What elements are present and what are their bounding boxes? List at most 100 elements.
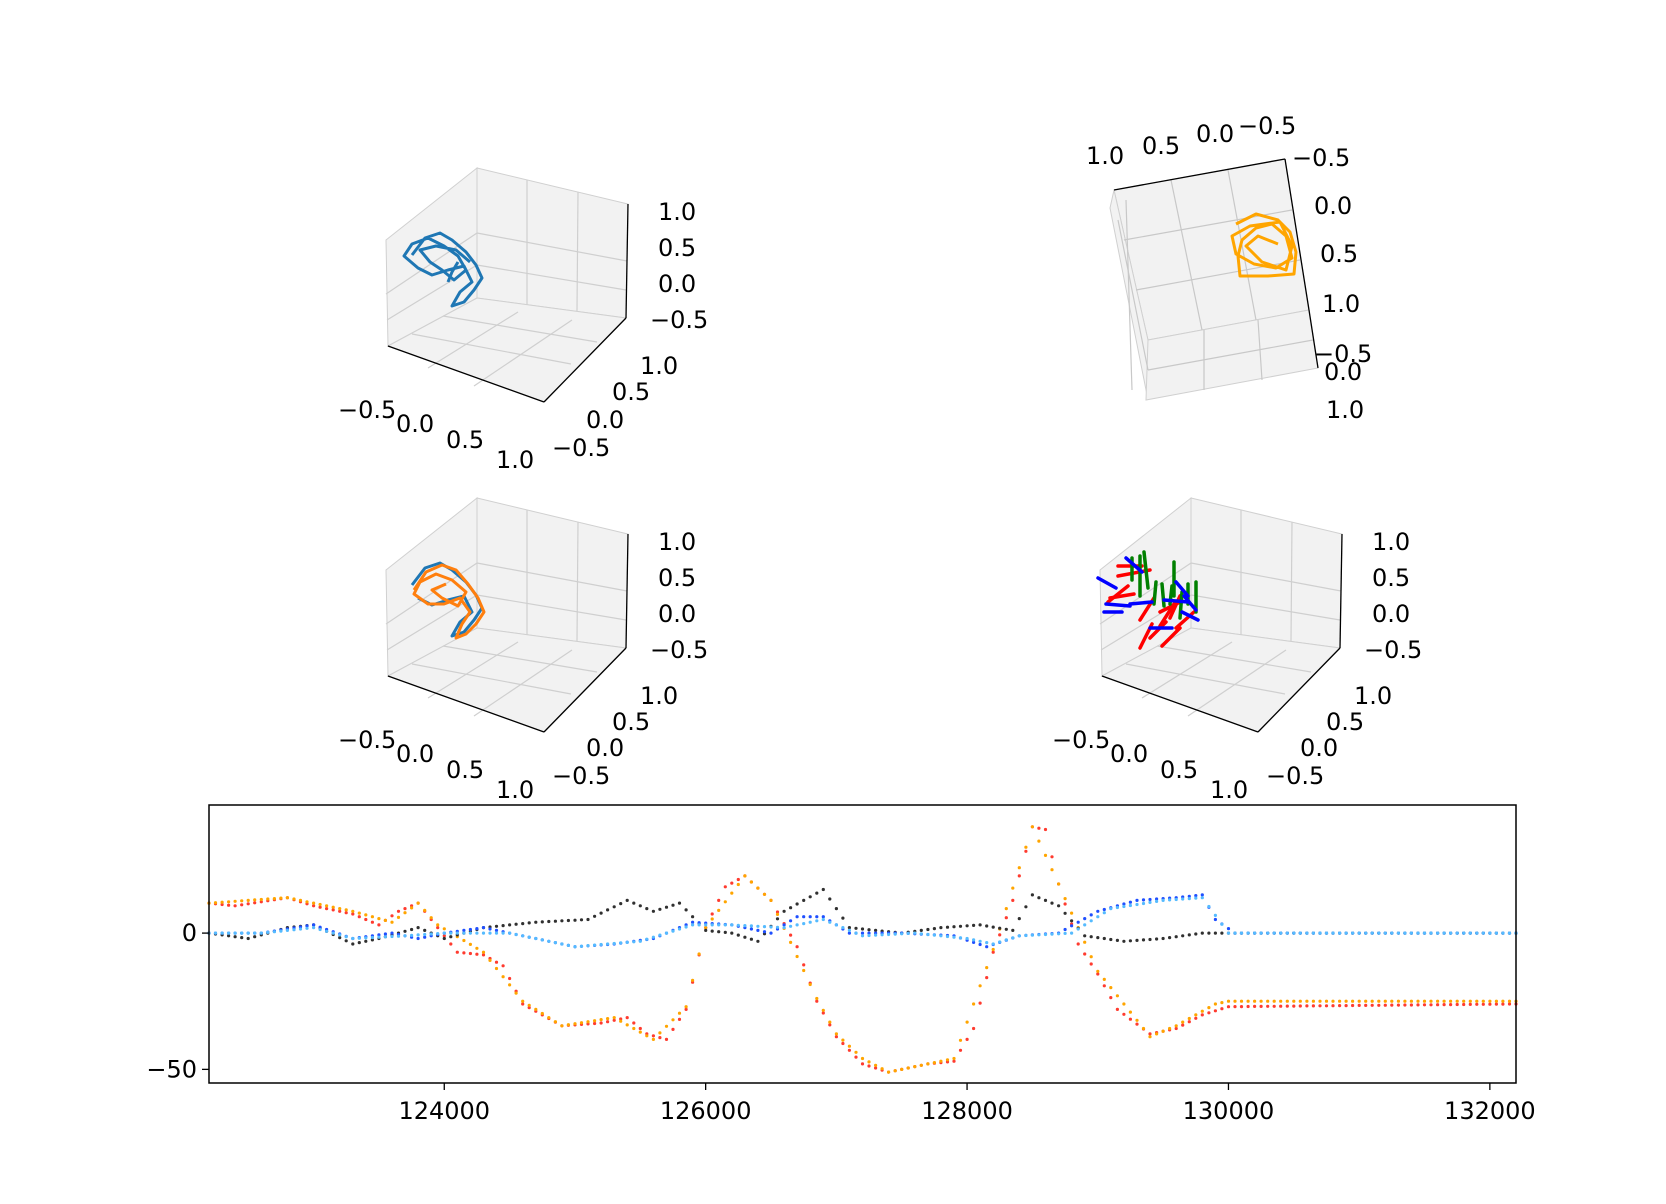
data-point: [762, 930, 767, 934]
data-point: [1109, 907, 1113, 911]
x-tick: 0.5: [446, 756, 484, 784]
data-point: [854, 931, 858, 935]
data-point: [436, 923, 440, 927]
data-point: [860, 927, 865, 931]
data-point: [710, 923, 714, 927]
data-point: [762, 892, 767, 896]
data-point: [998, 926, 1002, 930]
data-point: [1011, 936, 1015, 940]
data-point: [416, 901, 420, 905]
data-point: [1102, 907, 1106, 912]
z-tick-labels: 1.0 0.5 0.0 −0.5: [650, 198, 708, 334]
data-point: [1043, 932, 1048, 937]
data-point: [1135, 1022, 1139, 1026]
data-point: [926, 1062, 930, 1066]
data-point: [540, 1011, 544, 1016]
data-point: [1429, 999, 1433, 1003]
data-point: [1135, 898, 1139, 903]
data-point: [972, 940, 976, 945]
data-point: [566, 1023, 571, 1027]
data-point: [1070, 919, 1074, 923]
data-point: [527, 1003, 531, 1007]
data-point: [625, 898, 629, 903]
data-point: [1122, 1002, 1126, 1006]
data-point: [1422, 1003, 1427, 1007]
data-point: [521, 922, 525, 926]
data-point: [377, 917, 381, 921]
data-point: [1364, 999, 1368, 1003]
data-point: [704, 923, 708, 927]
data-point: [1488, 931, 1492, 935]
data-point: [1128, 939, 1132, 943]
data-point: [1207, 931, 1211, 935]
data-point: [828, 897, 832, 901]
data-point: [965, 1037, 969, 1041]
data-point: [481, 931, 486, 935]
data-point: [1324, 999, 1329, 1003]
x-tick-label: 132000: [1444, 1097, 1536, 1125]
y-tick: −0.5: [1292, 144, 1350, 172]
data-point: [1148, 900, 1152, 905]
data-point: [377, 933, 381, 937]
data-point: [1383, 999, 1387, 1003]
trajectory-line: [1230, 212, 1298, 278]
data-point: [828, 1023, 832, 1027]
data-point: [1109, 937, 1113, 942]
data-point: [834, 1032, 839, 1036]
data-point: [1338, 931, 1342, 935]
data-point: [599, 911, 603, 915]
data-point: [1226, 1005, 1231, 1009]
data-point: [488, 931, 492, 935]
data-point: [383, 932, 387, 936]
x-tick: 1.0: [1086, 142, 1124, 170]
data-point: [1109, 986, 1113, 990]
data-point: [860, 934, 865, 938]
data-point: [560, 1024, 564, 1028]
data-point: [442, 931, 446, 935]
data-point: [1396, 931, 1400, 935]
data-point: [815, 996, 819, 1001]
data-point: [972, 1026, 976, 1031]
data-point: [1292, 931, 1296, 935]
data-point: [233, 935, 237, 939]
data-point: [1004, 927, 1008, 931]
data-point: [1455, 931, 1459, 935]
data-point: [926, 932, 930, 937]
data-point: [1004, 907, 1008, 911]
data-point: [874, 928, 878, 933]
data-point: [449, 942, 453, 946]
data-point: [1037, 826, 1041, 830]
data-point: [710, 912, 714, 916]
data-point: [1076, 920, 1080, 924]
data-point: [691, 978, 695, 982]
data-point: [370, 935, 374, 940]
data-point: [834, 907, 839, 911]
data-point: [233, 931, 237, 935]
data-point: [965, 1020, 969, 1024]
data-point: [717, 930, 721, 934]
data-point: [723, 923, 727, 927]
data-point: [1494, 999, 1498, 1003]
data-point: [1377, 999, 1381, 1003]
data-point: [292, 897, 296, 901]
data-point: [789, 933, 793, 937]
data-point: [677, 927, 682, 931]
data-point: [919, 932, 923, 936]
data-point: [1168, 936, 1172, 940]
data-point: [1246, 931, 1250, 935]
data-point: [599, 942, 603, 947]
data-point: [1213, 913, 1217, 918]
data-point: [213, 901, 218, 905]
data-point: [233, 899, 237, 903]
data-point: [1390, 931, 1394, 935]
data-point: [723, 885, 727, 889]
data-point: [691, 915, 695, 919]
data-point: [854, 1050, 858, 1054]
data-point: [1422, 999, 1427, 1003]
data-point: [893, 932, 897, 936]
data-point: [1279, 1004, 1283, 1008]
data-point: [403, 929, 407, 933]
data-point: [227, 900, 231, 904]
data-point: [932, 927, 937, 931]
data-point: [1050, 932, 1054, 936]
